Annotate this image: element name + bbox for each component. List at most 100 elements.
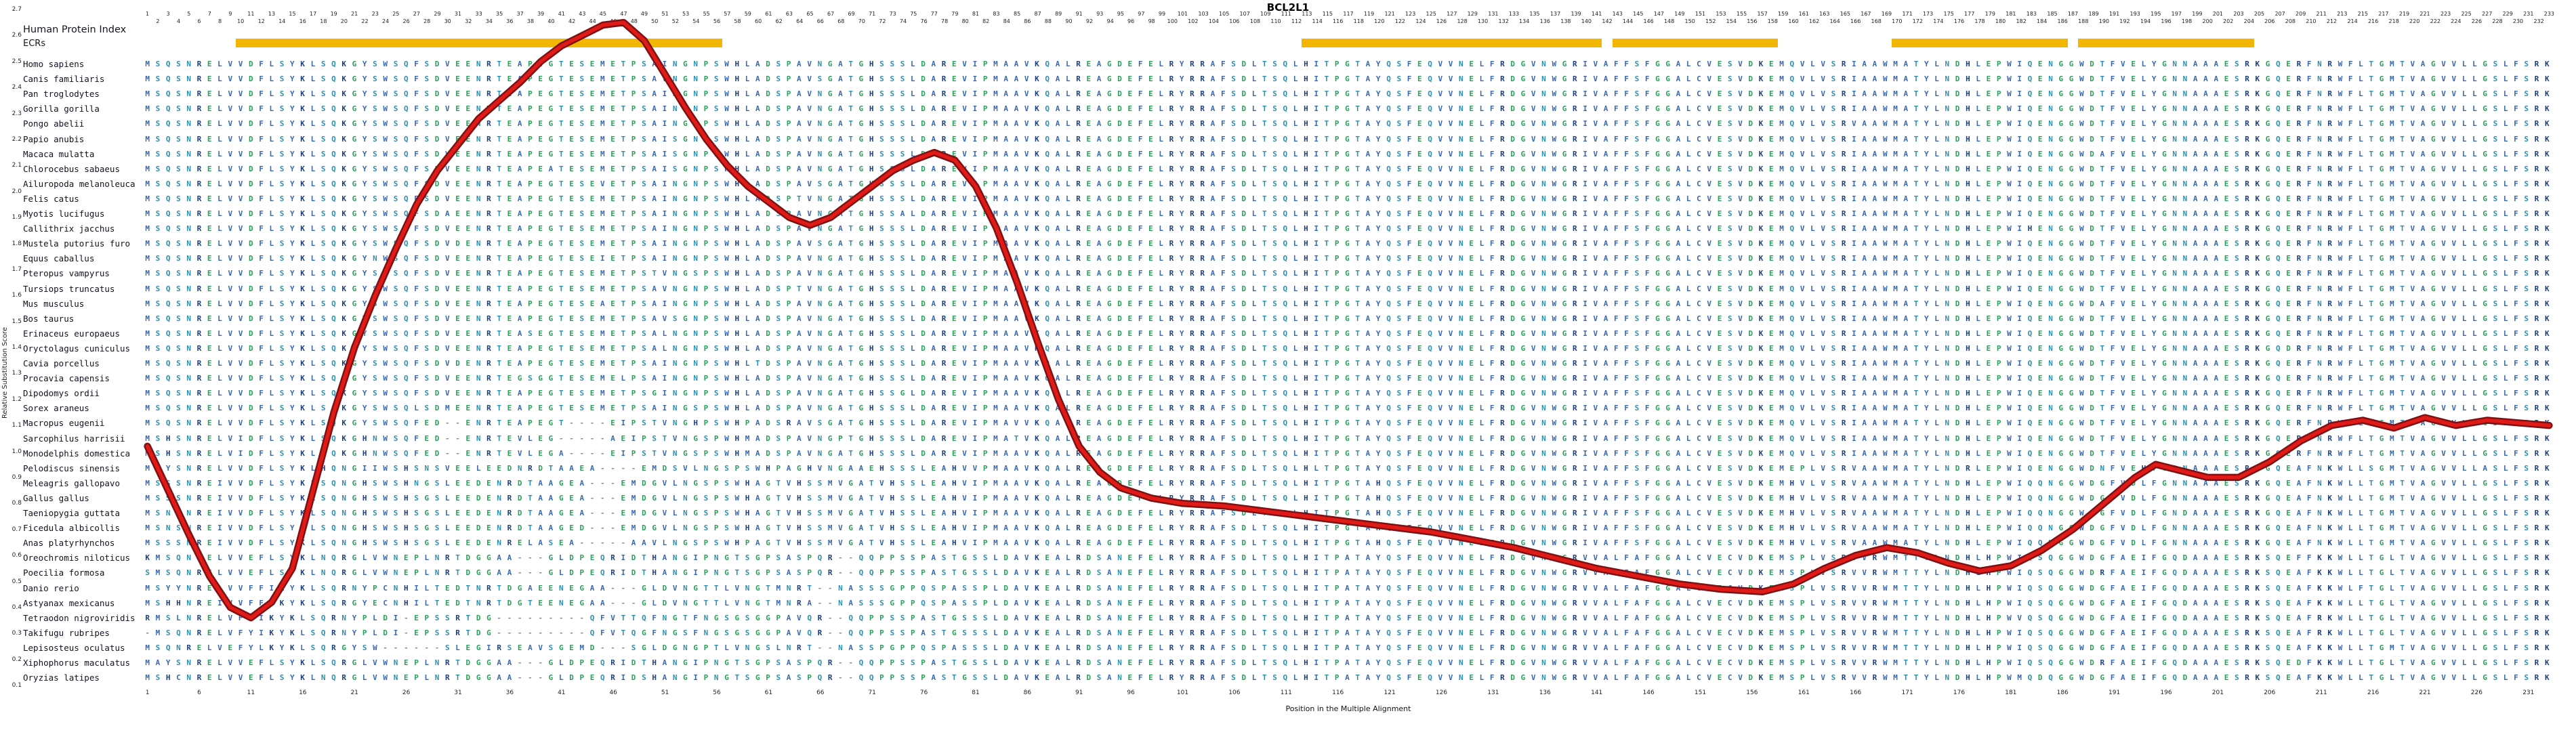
position-tick: 43 (579, 11, 586, 17)
residue: S (1727, 60, 1732, 68)
residue: M (145, 89, 150, 99)
residue: V (1438, 104, 1443, 114)
residue: V (1438, 254, 1443, 263)
residue: V (1438, 269, 1443, 278)
residue: A (931, 299, 936, 308)
residue: E (2224, 194, 2229, 203)
residue: L (2503, 194, 2508, 203)
residue: V (1438, 179, 1443, 188)
residue: G (1107, 194, 1112, 203)
residue: W (2338, 224, 2343, 234)
residue: P (631, 164, 636, 173)
residue: P (703, 89, 709, 99)
residue: S (1231, 209, 1236, 218)
residue: C (1697, 269, 1701, 278)
residue: P (631, 299, 636, 308)
score-tick: 0.3 (12, 630, 22, 637)
residue: V (1821, 179, 1825, 188)
residue: P (1996, 194, 2001, 203)
residue: T (621, 254, 626, 263)
residue: I (1583, 269, 1587, 278)
position-tick: 210 (2306, 18, 2317, 24)
residue: E (1148, 284, 1153, 293)
residue: S (1727, 179, 1732, 188)
residue: C (1697, 239, 1701, 249)
residue: A (2193, 239, 2198, 249)
residue: V (1707, 164, 1712, 173)
residue: T (558, 104, 564, 114)
residue: E (1717, 60, 1722, 68)
residue: S (713, 179, 719, 188)
residue: S (1231, 60, 1236, 68)
residue: W (1882, 74, 1888, 84)
residue: I (662, 239, 667, 249)
residue: N (2182, 104, 2188, 114)
residue: V (962, 89, 967, 99)
residue: N (186, 299, 191, 308)
residue: L (1934, 284, 1939, 293)
residue: Q (1386, 104, 1391, 114)
residue: E (1086, 149, 1092, 158)
residue: A (1603, 60, 1608, 68)
position-tick: 176 (1953, 18, 1965, 24)
position-tick: 11 (247, 11, 255, 17)
residue: W (724, 179, 729, 188)
residue: R (1500, 194, 1505, 203)
residue: S (373, 104, 377, 114)
species-name: Danio rerio (23, 582, 79, 593)
residue: N (2182, 164, 2188, 173)
species-name: Chlorocebus sabaeus (23, 163, 120, 174)
residue: Q (403, 254, 409, 263)
residue: H (1304, 89, 1308, 99)
residue: S (1396, 149, 1402, 158)
residue: T (2100, 254, 2105, 263)
residue: K (2544, 209, 2550, 218)
residue: N (693, 134, 699, 144)
residue: N (2172, 179, 2177, 188)
residue: S (900, 299, 905, 308)
residue: L (2472, 209, 2477, 218)
residue: V (1448, 239, 1453, 249)
residue: E (1086, 194, 1092, 203)
residue: N (2048, 239, 2053, 249)
residue: A (1003, 209, 1008, 218)
residue: G (1345, 179, 1350, 188)
residue: S (2234, 269, 2239, 278)
position-tick: 175 (1943, 11, 1954, 17)
position-tick: 53 (682, 11, 690, 17)
residue: N (1945, 119, 1950, 129)
residue: R (2534, 239, 2539, 249)
residue: D (2090, 239, 2094, 249)
residue: V (1448, 119, 1453, 129)
residue: W (724, 209, 729, 218)
residue: F (1644, 134, 1650, 144)
residue: V (1707, 254, 1712, 263)
residue: S (579, 254, 585, 263)
residue: V (445, 254, 450, 263)
residue: L (2359, 89, 2363, 99)
residue: D (1955, 104, 1960, 114)
residue: E (2224, 239, 2229, 249)
residue: D (434, 239, 440, 249)
residue: S (1272, 60, 1277, 68)
position-tick: 12 (257, 18, 265, 24)
residue: D (1748, 149, 1753, 158)
residue: E (952, 224, 957, 234)
position-tick: 231 (2523, 11, 2534, 17)
residue: W (724, 194, 729, 203)
residue: T (848, 269, 853, 278)
position-tick: 116 (1333, 18, 1344, 24)
residue: A (1903, 269, 1909, 278)
residue: A (1903, 89, 1909, 99)
residue: A (1862, 284, 1867, 293)
residue: K (2544, 239, 2550, 249)
residue: F (2348, 60, 2353, 68)
residue: K (1758, 269, 1764, 278)
residue: E (455, 134, 460, 144)
residue: N (817, 134, 823, 144)
residue: N (1945, 164, 1950, 173)
residue: F (1489, 119, 1495, 129)
residue: F (2514, 104, 2518, 114)
residue: A (2203, 89, 2208, 99)
